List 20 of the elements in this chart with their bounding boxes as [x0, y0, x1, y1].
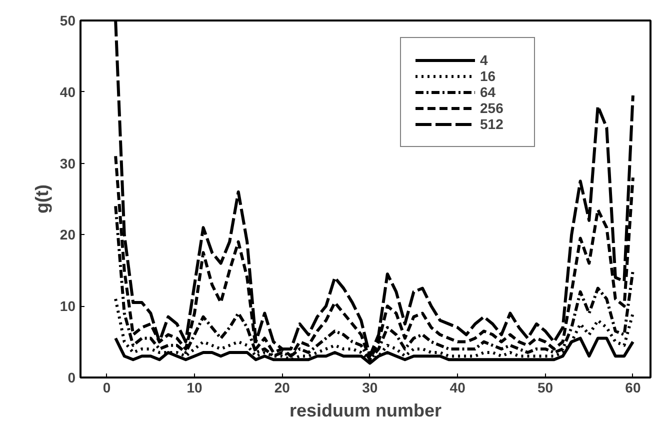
x-tick-label: 0	[102, 380, 111, 396]
legend-label: 64	[480, 84, 497, 100]
x-tick-label: 50	[537, 380, 554, 396]
legend-label: 16	[480, 68, 497, 84]
x-tick-label: 30	[362, 380, 378, 396]
y-axis-title: g(t)	[32, 184, 52, 214]
legend-label: 256	[480, 100, 504, 116]
x-axis-title: residuum number	[289, 400, 442, 420]
x-tick-label: 10	[186, 380, 202, 396]
y-tick-label: 40	[60, 84, 76, 100]
x-tick-label: 60	[625, 380, 641, 396]
legend-label: 4	[480, 52, 489, 68]
y-tick-label: 50	[60, 12, 76, 28]
y-tick-label: 30	[60, 155, 76, 172]
x-tick-label: 40	[450, 380, 466, 396]
y-tick-label: 20	[60, 226, 76, 243]
y-tick-label: 0	[68, 370, 76, 386]
x-tick-label: 20	[274, 380, 290, 396]
y-tick-label: 10	[60, 298, 76, 314]
legend-label: 512	[480, 116, 504, 132]
